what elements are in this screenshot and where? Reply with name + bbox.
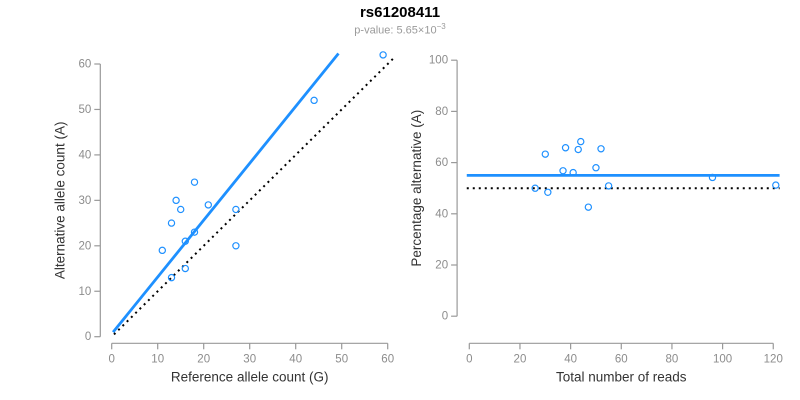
y-tick-label: 60 [79,59,92,71]
data-point [604,182,613,190]
x-tick-label: 40 [289,353,302,365]
data-point [379,51,387,59]
data-point [232,205,240,214]
data-point [772,181,780,189]
data-point [541,150,549,158]
data-point [569,168,577,177]
x-tick-label: 0 [466,353,472,365]
data-point [544,188,552,196]
data-point [204,201,212,209]
y-tick-label: 80 [435,106,448,118]
x-tick-label: 20 [197,353,210,365]
x-tick-label: 40 [564,353,577,365]
data-point [592,164,600,172]
y-tick-label: 20 [435,260,448,272]
x-axis-title: Reference allele count (G) [171,369,329,384]
data-point [172,196,180,205]
data-point [176,205,185,214]
data-point [310,96,318,105]
y-tick-label: 50 [79,104,92,116]
x-tick-label: 60 [381,353,394,365]
data-point [181,264,189,273]
x-tick-label: 30 [243,353,256,365]
data-point [181,237,189,245]
x-tick-label: 0 [108,353,114,365]
data-point [577,137,585,146]
x-tick-label: 100 [713,353,732,365]
x-tick-label: 20 [514,353,527,365]
y-axis-title: Alternative allele count (A) [52,122,67,280]
x-tick-label: 60 [615,353,628,365]
data-point [574,145,582,154]
x-tick-label: 10 [151,353,164,365]
data-point [167,273,176,282]
y-tick-label: 10 [79,286,92,298]
p-value-exponent: −3 [436,22,446,31]
p-value-text: p-value: 5.65×10 [354,24,437,37]
x-tick-label: 120 [764,353,783,365]
x-tick-label: 50 [335,353,348,365]
data-point [167,219,176,227]
data-point [190,178,199,186]
data-point [597,145,605,153]
y-tick-label: 30 [79,195,92,207]
y-axis-title: Percentage alternative (A) [409,110,424,267]
fit-line [111,52,340,334]
y-tick-label: 20 [79,240,92,252]
y-tick-label: 100 [429,55,448,67]
data-point [531,184,539,192]
data-point [190,228,199,236]
x-axis-title: Total number of reads [556,369,687,384]
data-point [584,203,593,211]
y-tick-label: 60 [435,157,448,169]
x-tick-label: 80 [666,353,679,365]
identity-line [113,56,396,336]
y-tick-label: 0 [85,331,91,343]
data-point [559,167,567,175]
data-point [708,173,717,182]
y-tick-label: 0 [442,311,448,323]
data-point [561,144,570,152]
data-point [158,246,166,255]
p-value-subtitle: p-value: 5.65×10−3 [0,22,800,37]
data-point [232,242,240,250]
y-tick-label: 40 [435,208,448,220]
figure-title: rs61208411 [359,4,441,21]
y-tick-label: 40 [79,149,92,161]
